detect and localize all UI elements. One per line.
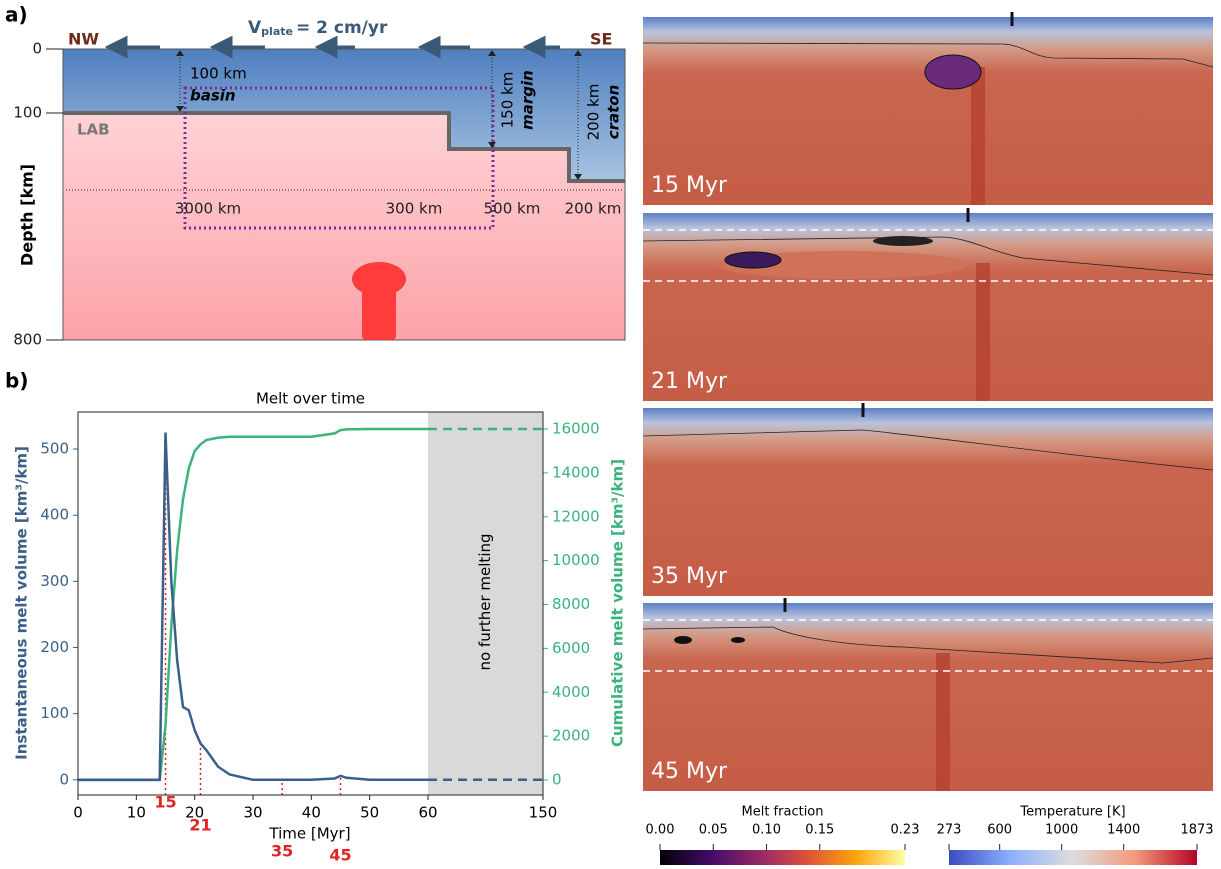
colorbar [660, 850, 905, 865]
colorbar-title: Temperature [K] [1019, 805, 1125, 820]
melt-region [674, 636, 692, 644]
series-line [78, 433, 428, 780]
depth-tick: 800 [13, 331, 42, 349]
colorbar-tick-label: 1400 [1107, 823, 1140, 838]
x-tick-label: 60 [418, 804, 437, 822]
colorbar [949, 850, 1197, 865]
shaded-label: no further melting [476, 533, 494, 670]
se-label: SE [590, 30, 612, 49]
colorbar-tick-label: 0.23 [891, 823, 920, 838]
colorbar-tick-label: 273 [937, 823, 962, 838]
y2-tick-label: 2000 [552, 727, 590, 745]
snapshot: 21 Myr [643, 208, 1213, 401]
colorbar-tick-label: 1873 [1180, 823, 1213, 838]
snapshot-field [643, 603, 1213, 791]
y-tick-label: 300 [40, 572, 69, 590]
velocity-subscript: plate [261, 25, 293, 38]
y-tick-label: 100 [40, 704, 69, 722]
velocity-text: = 2 cm/yr [296, 18, 388, 38]
y-tick-label: 0 [59, 770, 69, 788]
y-tick-label: 400 [40, 506, 69, 524]
y2-tick-label: 0 [552, 771, 562, 789]
velocity-label: Vplate= 2 cm/yr [248, 18, 388, 38]
velocity-symbol: V [248, 18, 262, 38]
width-label: 3000 km [175, 200, 241, 218]
y2-tick-label: 6000 [552, 639, 590, 657]
craton-thickness: 200 km [585, 84, 603, 141]
y-tick-label: 200 [40, 638, 69, 656]
margin-thickness: 150 km [499, 72, 517, 129]
plume-stripe [971, 67, 985, 205]
y2-axis-label: Cumulative melt volume [km³/km] [609, 459, 627, 747]
basin-thickness: 100 km [190, 65, 247, 83]
depth-tick: 100 [13, 104, 42, 122]
time-label: 35 Myr [651, 564, 728, 589]
y2-tick-label: 14000 [552, 463, 600, 481]
margin-name: margin [519, 70, 537, 130]
y2-tick-label: 10000 [552, 551, 600, 569]
x-tick-label: 150 [529, 804, 558, 822]
time-label: 45 Myr [651, 759, 728, 784]
panel-b: no further melting Melt over time Time [My… [13, 390, 627, 865]
marker-label: 35 [271, 842, 293, 861]
y-axis-label: Instantaneous melt volume [km³/km] [13, 446, 31, 760]
x-tick-label: 10 [127, 804, 146, 822]
snapshot: 35 Myr [643, 403, 1213, 596]
margin-marker [862, 403, 865, 417]
melt-region [925, 55, 981, 89]
marker-label: 45 [329, 846, 351, 865]
y2-tick-label: 8000 [552, 595, 590, 613]
marker-label: 21 [189, 816, 211, 835]
colorbar-title: Melt fraction [742, 805, 824, 820]
y2-tick-label: 4000 [552, 683, 590, 701]
time-label: 15 Myr [651, 173, 728, 198]
y-tick-label: 500 [40, 440, 69, 458]
width-label: 500 km [484, 200, 541, 218]
snapshot-field [643, 408, 1213, 596]
figure: a) Vplate= 2 cm/yr NW SE 0 100 800 Depth… [0, 0, 1221, 865]
x-tick-label: 40 [302, 804, 321, 822]
panel-label: b) [5, 369, 28, 393]
time-label: 21 Myr [651, 369, 728, 394]
basin-name: basin [190, 87, 236, 105]
x-tick-label: 0 [73, 804, 83, 822]
melt-region [725, 252, 781, 268]
colorbar-tick-label: 1000 [1045, 823, 1078, 838]
snapshot: 15 Myr [643, 12, 1213, 205]
colorbar-tick-label: 0.00 [646, 823, 675, 838]
lab-label: LAB [77, 121, 110, 139]
colorbar-tick-label: 0.05 [699, 823, 728, 838]
x-axis-label: Time [Myr] [268, 825, 350, 843]
margin-marker [967, 208, 970, 222]
snapshot-field [643, 17, 1213, 205]
craton-name: craton [605, 85, 623, 140]
colorbar-tick-label: 600 [987, 823, 1012, 838]
melt-region [731, 637, 745, 643]
depth-label: Depth [km] [18, 164, 37, 266]
y2-tick-label: 16000 [552, 420, 600, 438]
panel-label: a) [5, 3, 28, 27]
width-label: 300 km [386, 200, 443, 218]
plume-stripe [976, 263, 990, 401]
colorbar-tick-label: 0.10 [752, 823, 781, 838]
plume-stripe [936, 653, 950, 791]
depth-tick: 0 [32, 40, 42, 58]
series-line [78, 429, 428, 780]
x-tick-label: 50 [360, 804, 379, 822]
chart-title: Melt over time [256, 390, 365, 408]
colorbar-tick-label: 0.15 [805, 823, 834, 838]
y2-tick-label: 12000 [552, 507, 600, 525]
panel-a: a) Vplate= 2 cm/yr NW SE 0 100 800 Depth… [5, 3, 625, 349]
x-tick-label: 30 [243, 804, 262, 822]
snapshot: 45 Myr [643, 598, 1213, 791]
width-label: 200 km [565, 200, 622, 218]
margin-marker [1011, 12, 1014, 26]
nw-label: NW [68, 30, 99, 49]
margin-marker [784, 598, 787, 612]
